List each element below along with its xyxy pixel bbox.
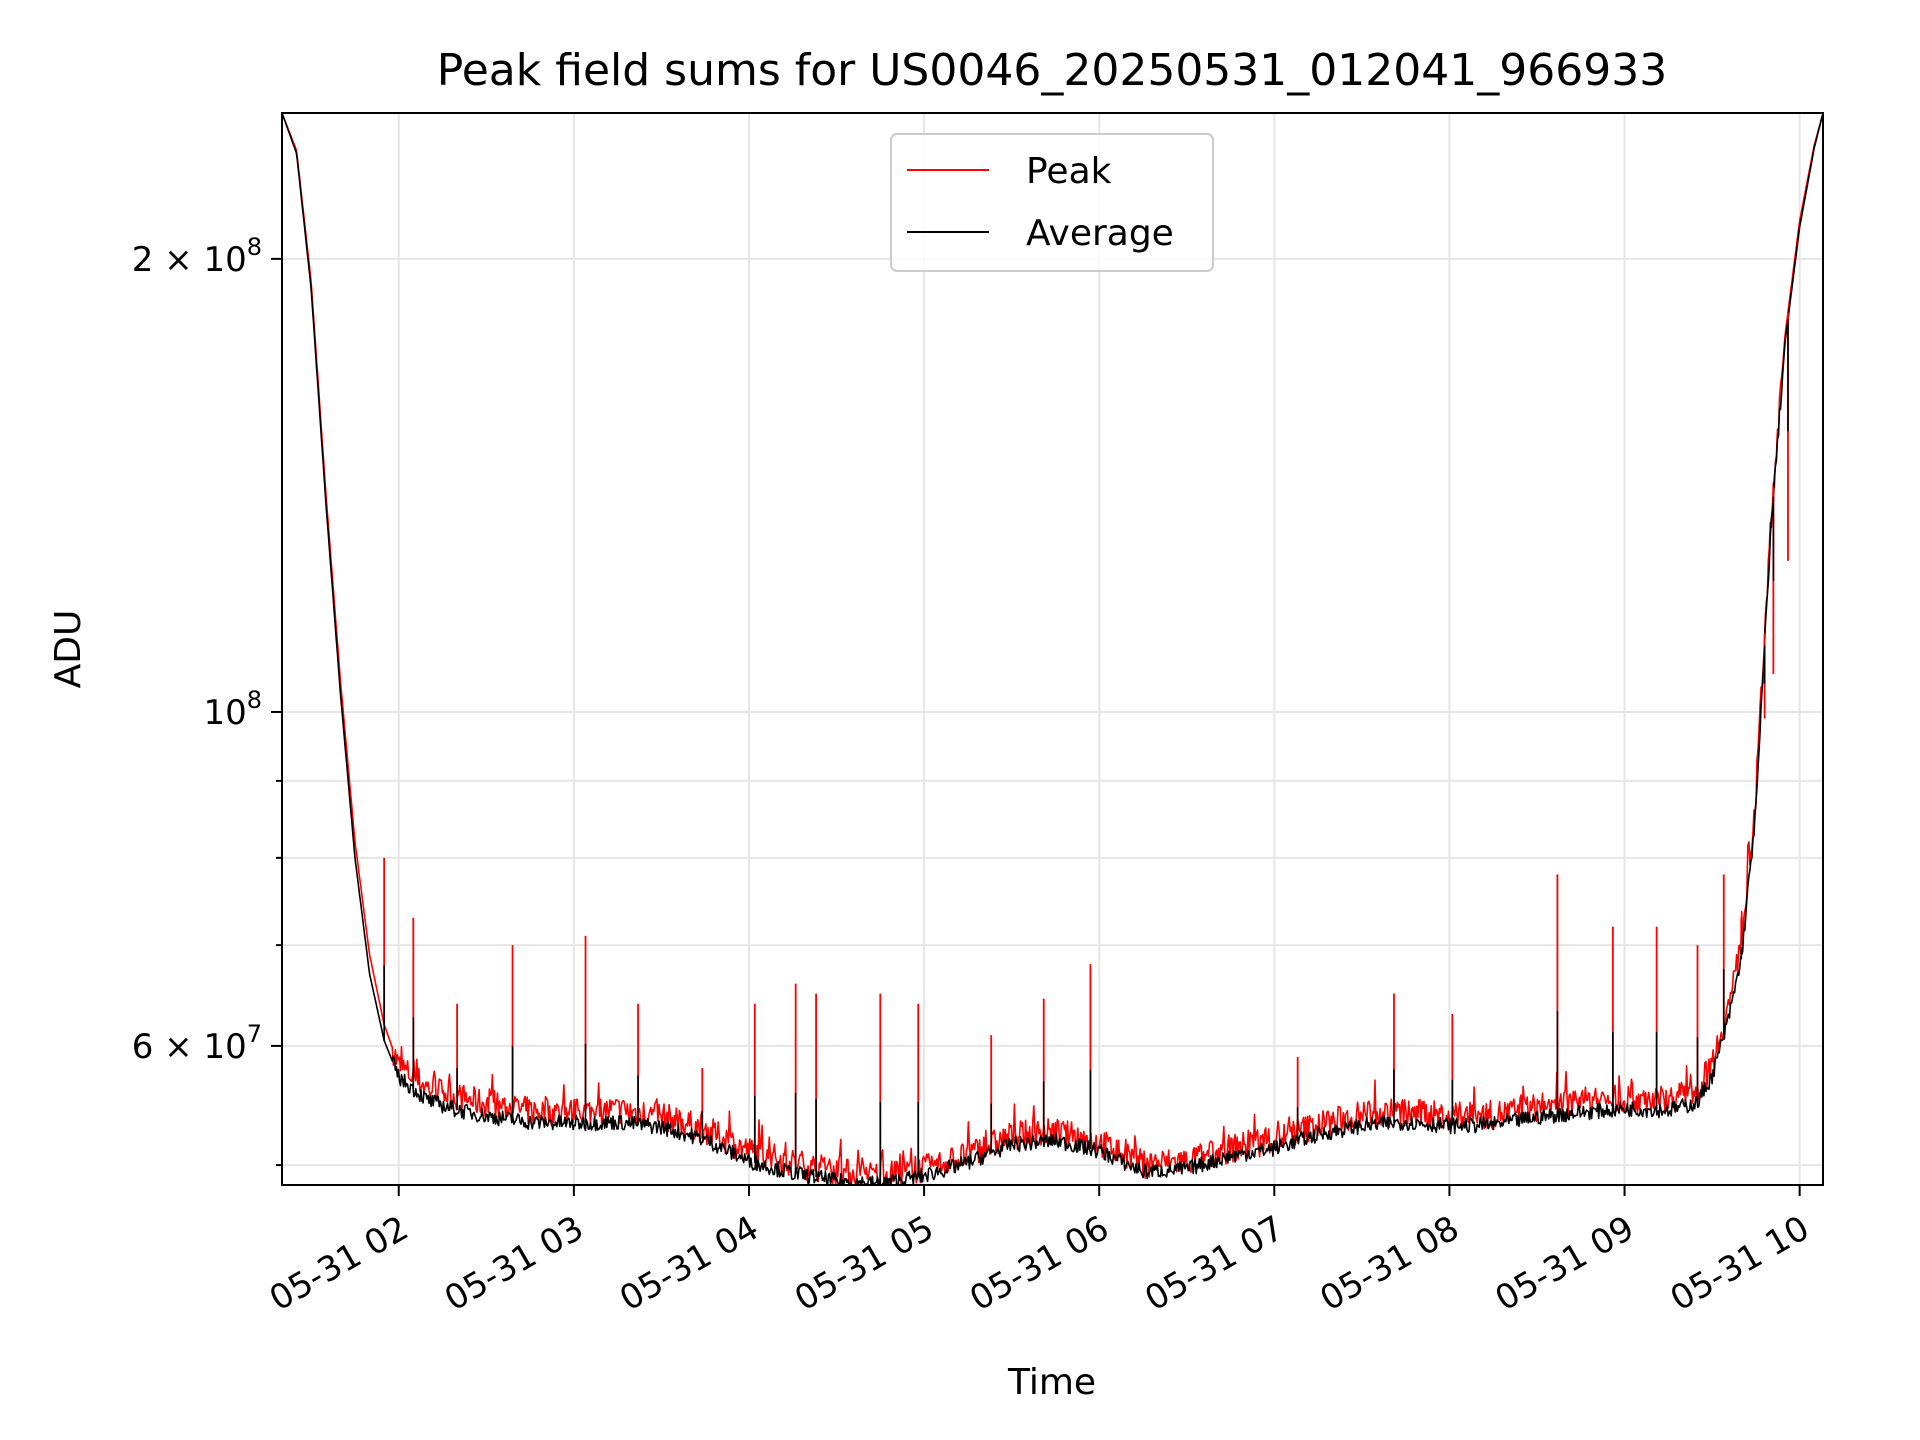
y-tick-label: 108 [203,686,262,733]
legend-box [890,133,1214,272]
y-axis-label: ADU [48,610,89,689]
legend: Peak Average [890,133,1214,272]
x-axis-label: Time [1007,1362,1096,1403]
series-layer [282,113,1823,1185]
legend-label-peak: Peak [1026,151,1112,192]
grid [282,113,1823,1185]
plot-frame [281,112,1824,1186]
series-line-average [282,113,1823,1185]
y-tick-label: 2 × 108 [132,233,262,280]
series-line-peak [282,113,1823,1185]
plot-area [282,113,1823,1185]
legend-label-average: Average [1026,213,1174,254]
chart-title: Peak field sums for US0046_20250531_0120… [437,45,1667,96]
y-tick-label: 6 × 107 [132,1020,262,1067]
